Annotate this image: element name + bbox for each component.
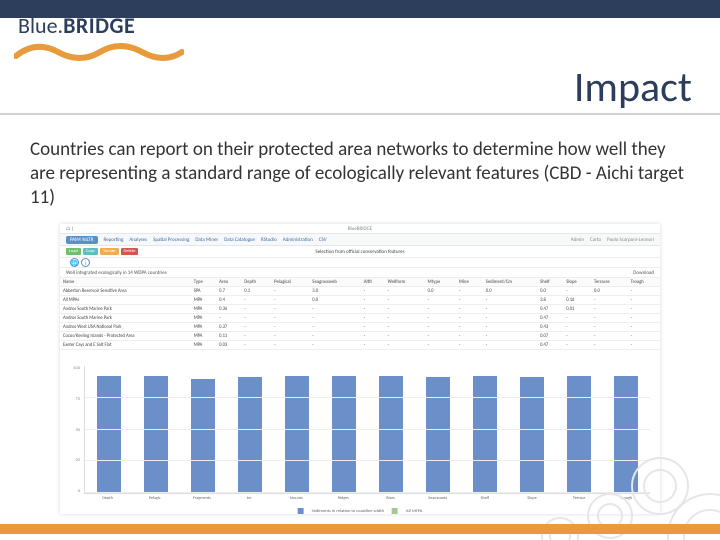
nav-tab-rstudio[interactable]: RStudio — [261, 237, 277, 243]
table-header[interactable]: Mtype — [425, 278, 456, 287]
table-header[interactable]: Trough — [628, 278, 660, 287]
y-tick: 75 — [62, 397, 80, 402]
table-row[interactable]: Andros West USA National ParkMPA0.37----… — [60, 323, 660, 332]
delete-button[interactable]: Delete — [121, 248, 139, 255]
footer-bar — [0, 524, 720, 534]
y-tick: 50 — [62, 428, 80, 433]
decorative-circles — [500, 386, 720, 540]
table-header[interactable]: Pelagical — [271, 278, 309, 287]
nav-tab-reporting[interactable]: Reporting — [104, 237, 124, 243]
table-header[interactable]: Wellform — [385, 278, 425, 287]
x-tick: Ice — [237, 496, 261, 510]
table-header[interactable]: Depth — [241, 278, 271, 287]
table-row[interactable]: Abberton Reservoir Sensitive AreaSPA0.70… — [60, 287, 660, 296]
logo-part2: BRIDGE — [63, 12, 135, 39]
body-text: Countries can report on their protected … — [30, 138, 690, 209]
table-header[interactable]: Sediment/Cm — [483, 278, 537, 287]
y-tick: 100 — [62, 366, 80, 371]
table-header[interactable]: Mine — [456, 278, 483, 287]
nav-tab-admin[interactable]: Administration — [283, 237, 313, 243]
nav-tab-csv[interactable]: CSV — [319, 237, 327, 243]
nav-tab-analyses[interactable]: Analyses — [129, 237, 147, 243]
bar[interactable] — [473, 376, 497, 493]
table-row[interactable]: All MPAsMPA0.4--0.0-----3.80.16-- — [60, 296, 660, 305]
table-header[interactable]: Altit — [361, 278, 385, 287]
table-header[interactable]: Slope — [563, 278, 591, 287]
table-header[interactable]: Shelf — [537, 278, 563, 287]
tosite-button[interactable]: Tocsite — [100, 248, 119, 255]
app-nav: PAIM %ILTR Reporting Analyses Spatial Pr… — [60, 234, 660, 246]
app-topbar: ⌂ | BlueBRIDGE — [60, 224, 660, 234]
bar[interactable] — [285, 376, 309, 493]
legend-swatch-1 — [298, 508, 304, 514]
nav-right-admin[interactable]: Admin — [571, 237, 584, 243]
table-header[interactable]: Name — [60, 278, 191, 287]
bar[interactable] — [97, 376, 121, 493]
table-row[interactable]: Andros South Marine ParkMPA0.36--------0… — [60, 305, 660, 314]
data-table: NameTypeAreaDepthPelagicalSeagrasswebAlt… — [60, 278, 660, 362]
nav-tab-spatial[interactable]: Spatial Processing — [153, 237, 189, 243]
nav-pill[interactable]: PAIM %ILTR — [66, 236, 98, 244]
bar[interactable] — [332, 376, 356, 493]
y-tick: 25 — [62, 458, 80, 463]
nav-tab-dataminer[interactable]: Data Miner — [195, 237, 218, 243]
legend-label-1: Sediments in relation to coastline width — [312, 509, 384, 514]
copy-button[interactable]: Copy — [83, 248, 98, 255]
logo: Blue.BRIDGE — [18, 12, 135, 39]
nav-tab-catalogue[interactable]: Data Catalogue — [224, 237, 255, 243]
table-row[interactable]: Cocos/Keeling Islands - Protected AreaMP… — [60, 332, 660, 341]
nav-right-carto[interactable]: Carto — [590, 237, 601, 243]
x-tick: Pelagic — [143, 496, 167, 510]
x-tick: Shelf — [473, 496, 497, 510]
legend-label-2: All MEPA — [406, 509, 422, 514]
globe-icon[interactable]: 🌐 — [70, 258, 79, 267]
table-header[interactable]: Area — [216, 278, 241, 287]
table-row[interactable]: Exeter Cays and E Salt FlatMPA0.03------… — [60, 341, 660, 350]
divider — [0, 113, 720, 115]
selection-subtitle: Selection from official conservation fea… — [315, 249, 404, 255]
x-tick: Seamounts — [426, 496, 450, 510]
x-tick: Depth — [96, 496, 120, 510]
bar[interactable] — [144, 376, 168, 493]
nav-right-user[interactable]: Paolo Scarponi-Leonori — [607, 237, 654, 243]
table-header[interactable]: Terraces — [591, 278, 628, 287]
load-button[interactable]: Load — [66, 248, 81, 255]
table-row[interactable]: Andros South Marine ParkMPA---------0.47… — [60, 314, 660, 323]
x-tick: Fragments — [190, 496, 214, 510]
logo-part1: Blue. — [18, 12, 63, 39]
home-icon[interactable]: ⌂ | — [66, 226, 74, 232]
legend-swatch-2 — [392, 508, 398, 514]
action-row: Load Copy Tocsite Delete Selection from … — [60, 246, 660, 258]
table-header[interactable]: Type — [191, 278, 216, 287]
app-brand: BlueBRIDGE — [348, 226, 372, 232]
chart-legend: Sediments in relation to coastline width… — [298, 508, 423, 514]
bar[interactable] — [379, 376, 403, 493]
slide-title: Impact — [574, 62, 692, 113]
context-label: Well integrated ecologically in 14 WDPA … — [66, 270, 167, 276]
download-link[interactable]: Download — [633, 270, 654, 276]
bar[interactable] — [426, 377, 450, 493]
wave-icon — [14, 38, 184, 64]
y-tick: 0 — [62, 489, 80, 494]
table-header[interactable]: Seagrassweb — [309, 278, 360, 287]
info-icon[interactable]: i — [81, 258, 90, 267]
bar[interactable] — [238, 377, 262, 493]
